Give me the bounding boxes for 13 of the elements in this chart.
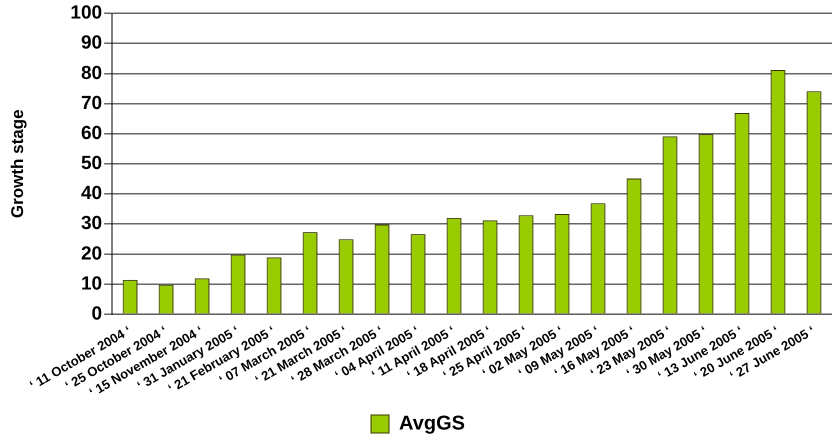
y-tick-label: 30 xyxy=(80,213,102,234)
y-tick-label: 90 xyxy=(80,32,102,54)
y-axis-title: Growth stage xyxy=(8,109,27,218)
y-tick-label: 40 xyxy=(80,183,102,204)
y-tick-label: 70 xyxy=(80,92,102,114)
y-tick-label: 10 xyxy=(80,273,102,294)
y-tick-label: 20 xyxy=(80,243,102,264)
y-tick-label: 60 xyxy=(80,122,102,144)
y-tick-label: 80 xyxy=(80,62,102,84)
legend-label: AvgGS xyxy=(399,412,465,435)
y-tick-label: 0 xyxy=(92,303,102,324)
y-tick-label: 100 xyxy=(70,2,102,24)
y-tick-label: 50 xyxy=(80,153,102,174)
